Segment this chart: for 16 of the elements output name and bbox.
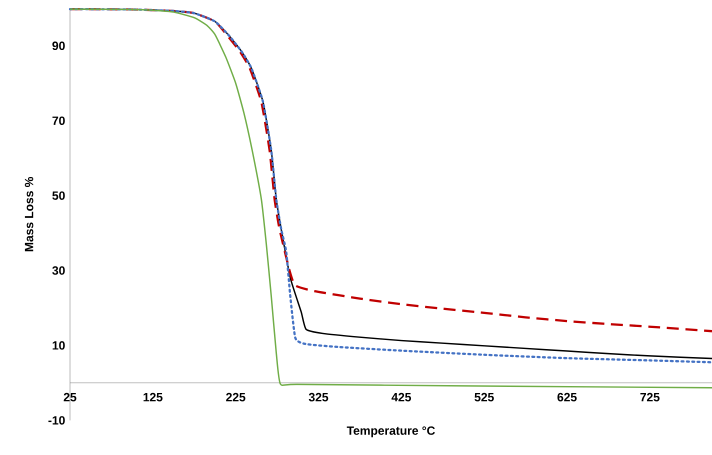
x-tick-label: 525 [474,392,494,402]
y-tick-label: 30 [52,266,65,275]
y-tick-label: 50 [52,191,65,200]
x-tick-label: 625 [557,392,577,402]
x-axis-title: Temperature °C [346,426,435,438]
x-tick-label: 725 [640,392,660,402]
y-axis-title: Mass Loss % [24,176,34,252]
x-tick-label: 125 [144,392,163,402]
x-tick-label: 25 [64,392,76,402]
x-tick-label: 325 [308,392,328,402]
y-tick-label: 10 [52,341,65,350]
x-tick-label: 225 [226,392,246,402]
y-tick-label: 90 [52,42,65,50]
y-tick-label: 70 [52,116,65,125]
x-tick-label: 425 [392,392,412,402]
y-tick-label: -10 [48,416,65,425]
